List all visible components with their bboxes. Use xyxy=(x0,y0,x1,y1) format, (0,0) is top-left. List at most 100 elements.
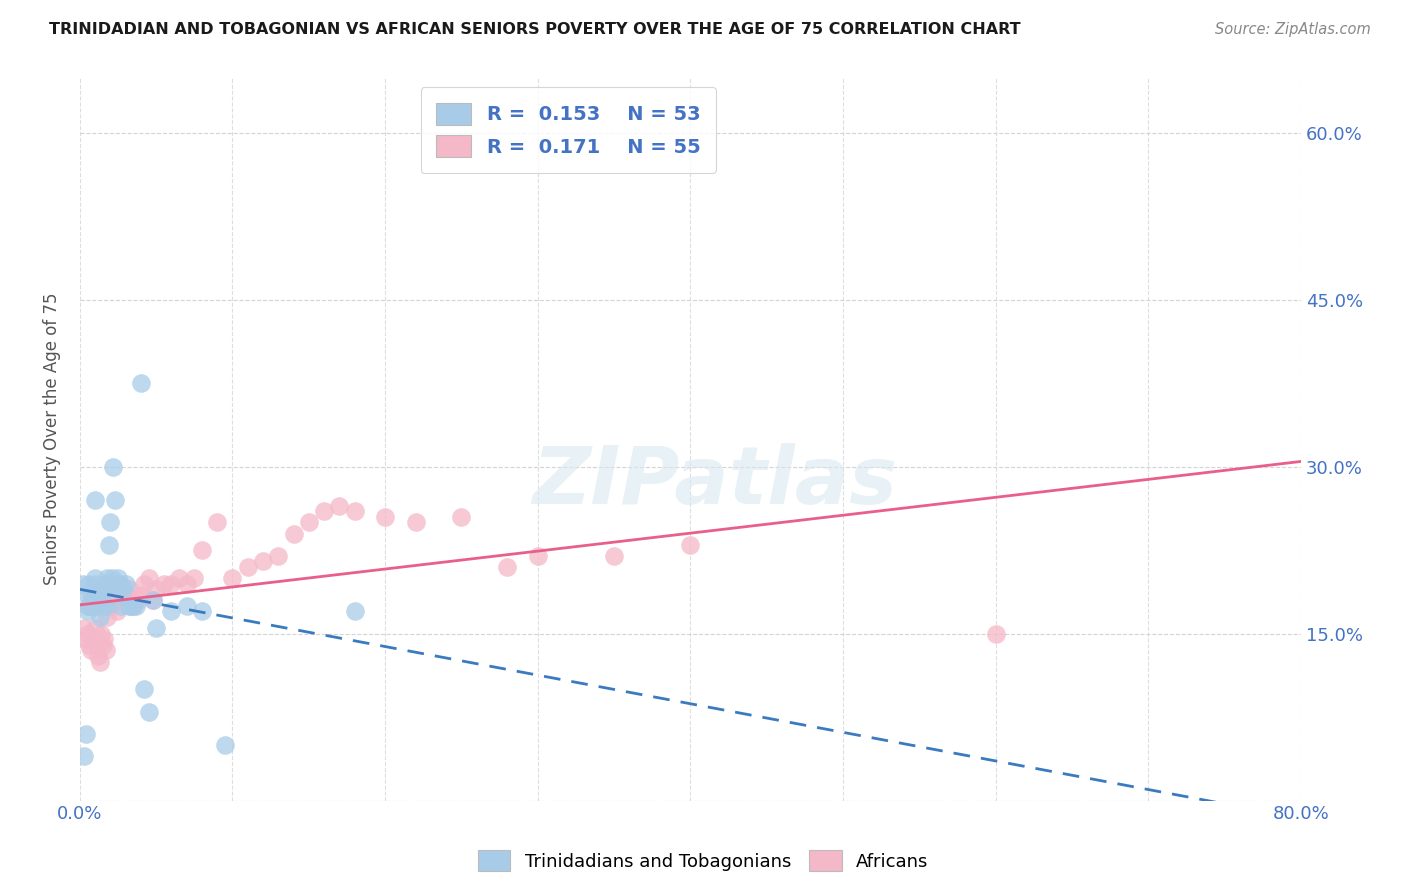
Point xyxy=(110,599,132,613)
Point xyxy=(111,582,134,597)
Point xyxy=(76,626,98,640)
Point xyxy=(103,459,125,474)
Point xyxy=(87,599,110,613)
Point xyxy=(107,571,129,585)
Point xyxy=(84,621,107,635)
Point xyxy=(298,516,321,530)
Point xyxy=(80,593,103,607)
Point xyxy=(94,599,117,613)
Point xyxy=(118,599,141,613)
Point xyxy=(97,599,120,613)
Point xyxy=(142,593,165,607)
Point xyxy=(111,593,134,607)
Point xyxy=(191,543,214,558)
Point xyxy=(75,727,97,741)
Point xyxy=(83,588,105,602)
Legend: Trinidadians and Tobagonians, Africans: Trinidadians and Tobagonians, Africans xyxy=(471,843,935,879)
Text: TRINIDADIAN AND TOBAGONIAN VS AFRICAN SENIORS POVERTY OVER THE AGE OF 75 CORRELA: TRINIDADIAN AND TOBAGONIAN VS AFRICAN SE… xyxy=(49,22,1021,37)
Point xyxy=(176,599,198,613)
Point xyxy=(72,576,94,591)
Point xyxy=(76,599,98,613)
Point xyxy=(86,638,108,652)
Point xyxy=(132,576,155,591)
Point xyxy=(91,638,114,652)
Point xyxy=(283,526,305,541)
Point xyxy=(405,516,427,530)
Point xyxy=(312,504,335,518)
Point xyxy=(160,605,183,619)
Point xyxy=(89,610,111,624)
Point xyxy=(129,376,152,391)
Point xyxy=(328,499,350,513)
Point xyxy=(145,582,167,597)
Point xyxy=(100,516,122,530)
Point xyxy=(183,571,205,585)
Point xyxy=(122,599,145,613)
Point xyxy=(105,582,128,597)
Point xyxy=(108,576,131,591)
Point xyxy=(87,648,110,663)
Point xyxy=(107,576,129,591)
Point xyxy=(75,632,97,647)
Text: Source: ZipAtlas.com: Source: ZipAtlas.com xyxy=(1215,22,1371,37)
Point xyxy=(73,621,96,635)
Point xyxy=(107,588,129,602)
Point xyxy=(129,588,152,602)
Y-axis label: Seniors Poverty Over the Age of 75: Seniors Poverty Over the Age of 75 xyxy=(44,293,60,585)
Point xyxy=(343,605,366,619)
Point xyxy=(127,593,149,607)
Point xyxy=(118,582,141,597)
Point xyxy=(236,560,259,574)
Point xyxy=(114,588,136,602)
Point xyxy=(96,571,118,585)
Point xyxy=(142,593,165,607)
Point xyxy=(120,599,142,613)
Point xyxy=(89,655,111,669)
Point xyxy=(125,599,148,613)
Point xyxy=(167,571,190,585)
Text: ZIPatlas: ZIPatlas xyxy=(533,443,897,522)
Point xyxy=(101,571,124,585)
Point xyxy=(496,560,519,574)
Point xyxy=(103,593,125,607)
Point xyxy=(94,643,117,657)
Point xyxy=(984,626,1007,640)
Point xyxy=(79,643,101,657)
Point xyxy=(138,571,160,585)
Point xyxy=(79,588,101,602)
Point xyxy=(207,516,229,530)
Point xyxy=(100,599,122,613)
Point xyxy=(679,538,702,552)
Point xyxy=(77,599,100,613)
Point xyxy=(267,549,290,563)
Point xyxy=(90,588,112,602)
Point xyxy=(132,682,155,697)
Point xyxy=(114,576,136,591)
Point xyxy=(450,509,472,524)
Point xyxy=(104,493,127,508)
Point xyxy=(76,605,98,619)
Point xyxy=(77,638,100,652)
Point xyxy=(105,605,128,619)
Point xyxy=(191,605,214,619)
Point xyxy=(252,554,274,568)
Point xyxy=(91,582,114,597)
Point xyxy=(84,599,107,613)
Point xyxy=(96,576,118,591)
Point xyxy=(77,576,100,591)
Point xyxy=(603,549,626,563)
Point xyxy=(91,599,114,613)
Point xyxy=(160,576,183,591)
Point xyxy=(84,493,107,508)
Point xyxy=(93,582,115,597)
Point xyxy=(80,599,103,613)
Point xyxy=(96,610,118,624)
Point xyxy=(73,749,96,764)
Point xyxy=(90,626,112,640)
Point xyxy=(83,599,105,613)
Point xyxy=(100,576,122,591)
Point xyxy=(93,632,115,647)
Point xyxy=(176,576,198,591)
Point xyxy=(84,576,107,591)
Point xyxy=(374,509,396,524)
